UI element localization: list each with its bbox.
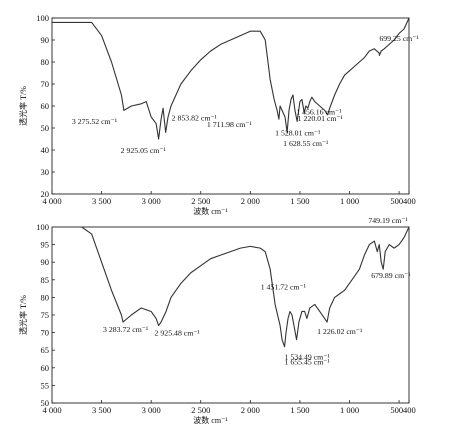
x-tick-label: 4 000 xyxy=(42,196,61,206)
peak-label: 1 456.16 cm⁻¹ xyxy=(296,107,342,116)
y-tick-label: 100 xyxy=(36,222,49,232)
y-tick-label: 65 xyxy=(41,345,50,355)
plot-frame xyxy=(51,17,410,195)
y-tick-label: 100 xyxy=(36,13,49,23)
peak-label: 1 220.01 cm⁻¹ xyxy=(298,114,344,123)
x-tick-label: 2 000 xyxy=(241,196,260,206)
x-tick-label: 1 500 xyxy=(290,405,309,415)
y-tick-label: 80 xyxy=(41,292,50,302)
x-tick-label: 400 xyxy=(403,405,416,415)
y-tick-label: 90 xyxy=(41,35,50,45)
peak-label: 1 628.55 cm⁻¹ xyxy=(283,139,329,148)
y-tick-label: 40 xyxy=(41,145,50,155)
plot-frame xyxy=(51,226,410,404)
x-tick-label: 3 500 xyxy=(92,196,111,206)
x-tick-label: 3 000 xyxy=(142,196,161,206)
y-tick-label: 70 xyxy=(41,79,50,89)
peak-label: 3 283.72 cm⁻¹ xyxy=(103,325,149,334)
x-tick-label: 2 500 xyxy=(191,196,210,206)
peak-label: 1 451.72 cm⁻¹ xyxy=(261,283,307,292)
y-axis-label: 透光率 T/% xyxy=(18,86,28,126)
x-tick-label: 500 xyxy=(390,196,403,206)
x-tick-label: 1 000 xyxy=(340,196,359,206)
y-tick-label: 85 xyxy=(41,275,50,285)
peak-label: 3 275.52 cm⁻¹ xyxy=(72,117,118,126)
peak-label: 2 925.48 cm⁻¹ xyxy=(155,328,201,337)
y-tick-label: 90 xyxy=(41,257,50,267)
x-tick-label: 1 000 xyxy=(340,405,359,415)
x-tick-label: 3 500 xyxy=(92,405,111,415)
x-tick-label: 400 xyxy=(403,196,416,206)
y-tick-label: 20 xyxy=(41,189,50,199)
ftir-chart-2: 50 55 60 65 70 75 80 85 90 95 100 4 000 3 500 3 000 2 … xyxy=(18,216,416,425)
peak-label: 2 925.05 cm⁻¹ xyxy=(121,146,167,155)
peak-label: 1 528.01 cm⁻¹ xyxy=(275,128,321,137)
y-tick-label: 60 xyxy=(41,101,50,111)
x-axis-label: 波数 cm⁻¹ xyxy=(193,415,228,425)
peak-label: 699.25 cm⁻¹ xyxy=(379,34,419,43)
x-tick-label: 4 000 xyxy=(42,405,61,415)
x-tick-label: 2 500 xyxy=(191,405,210,415)
y-axis-label: 透光率 T/% xyxy=(18,295,28,335)
peak-label: 1 226.02 cm⁻¹ xyxy=(317,327,363,336)
peak-label: 749.19 cm⁻¹ xyxy=(368,216,408,225)
y-tick-label: 55 xyxy=(41,380,50,390)
x-tick-label: 1 500 xyxy=(290,196,309,206)
spectrum-line xyxy=(52,226,410,348)
y-tick-label: 95 xyxy=(41,240,50,250)
y-tick-label: 50 xyxy=(41,123,50,133)
x-tick-label: 3 000 xyxy=(142,405,161,415)
peak-label: 1 655.45 cm⁻¹ xyxy=(285,358,331,367)
x-tick-label: 500 xyxy=(390,405,403,415)
peak-label: 679.89 cm⁻¹ xyxy=(371,271,411,280)
peak-label: 1 711.98 cm⁻¹ xyxy=(207,120,253,129)
y-tick-label: 50 xyxy=(41,398,50,408)
y-tick-label: 80 xyxy=(41,57,50,67)
ftir-chart-1: 20 30 40 50 60 70 80 90 100 4 000 3 500 3 000 2 500 2… xyxy=(18,13,419,216)
x-axis-label: 波数 cm⁻¹ xyxy=(193,206,228,216)
y-tick-label: 75 xyxy=(41,310,50,320)
spectrum-line xyxy=(52,17,410,140)
y-tick-label: 70 xyxy=(41,328,50,338)
peak-label: 1 534.49 cm⁻¹ xyxy=(284,352,330,361)
y-tick-label: 30 xyxy=(41,167,50,177)
peak-label: 2 853.82 cm⁻¹ xyxy=(172,113,218,122)
y-tick-label: 60 xyxy=(41,363,50,373)
x-tick-label: 2 000 xyxy=(241,405,260,415)
